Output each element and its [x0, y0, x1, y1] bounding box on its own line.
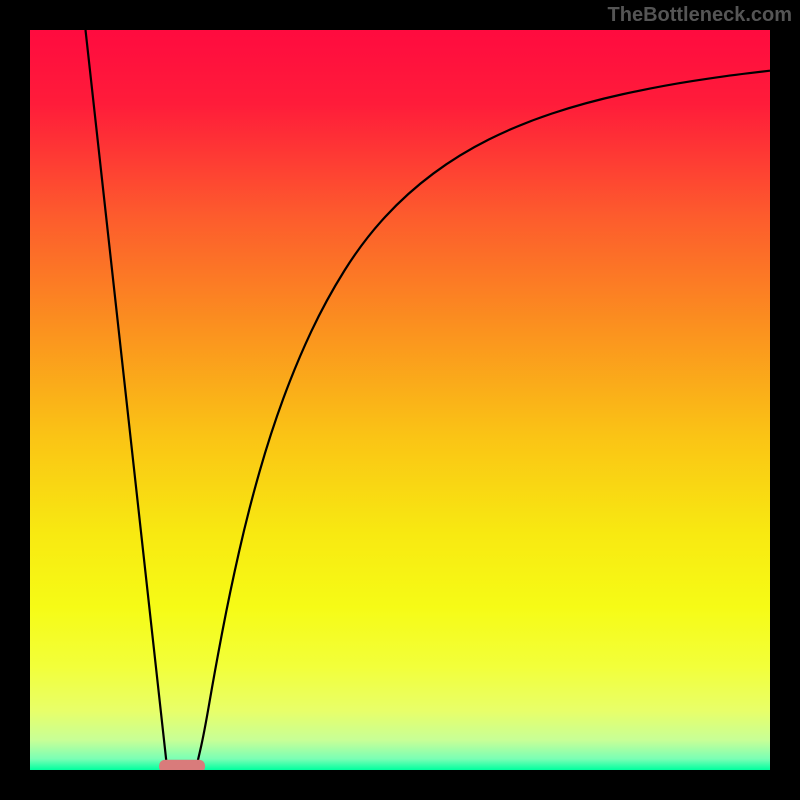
attribution-text: TheBottleneck.com [608, 4, 792, 27]
plot-area [30, 30, 770, 770]
minimum-marker [159, 760, 205, 770]
bottleneck-curve [30, 30, 770, 770]
